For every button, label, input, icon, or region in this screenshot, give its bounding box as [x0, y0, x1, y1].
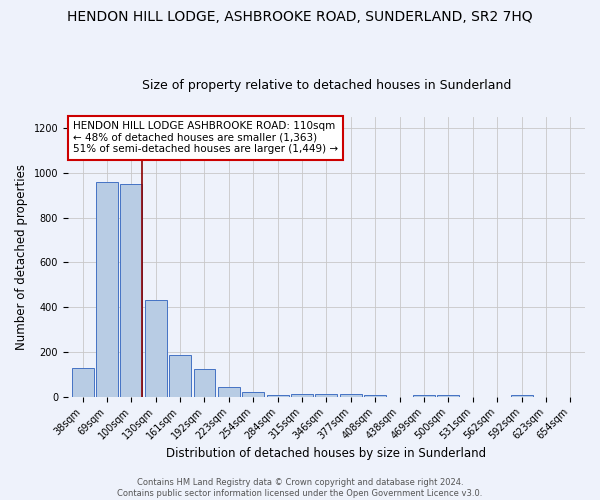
Bar: [511, 394, 533, 397]
Y-axis label: Number of detached properties: Number of detached properties: [15, 164, 28, 350]
Bar: [169, 356, 191, 397]
Bar: [194, 370, 215, 397]
Bar: [218, 388, 240, 397]
Bar: [71, 368, 94, 397]
Bar: [413, 394, 435, 397]
Bar: [242, 392, 264, 397]
Title: Size of property relative to detached houses in Sunderland: Size of property relative to detached ho…: [142, 79, 511, 92]
Text: Contains HM Land Registry data © Crown copyright and database right 2024.
Contai: Contains HM Land Registry data © Crown c…: [118, 478, 482, 498]
Text: HENDON HILL LODGE, ASHBROOKE ROAD, SUNDERLAND, SR2 7HQ: HENDON HILL LODGE, ASHBROOKE ROAD, SUNDE…: [67, 10, 533, 24]
Bar: [316, 394, 337, 397]
X-axis label: Distribution of detached houses by size in Sunderland: Distribution of detached houses by size …: [166, 447, 487, 460]
Bar: [121, 184, 142, 397]
Text: HENDON HILL LODGE ASHBROOKE ROAD: 110sqm
← 48% of detached houses are smaller (1: HENDON HILL LODGE ASHBROOKE ROAD: 110sqm…: [73, 122, 338, 154]
Bar: [340, 394, 362, 397]
Bar: [96, 182, 118, 397]
Bar: [266, 394, 289, 397]
Bar: [291, 394, 313, 397]
Bar: [364, 394, 386, 397]
Bar: [145, 300, 167, 397]
Bar: [437, 394, 460, 397]
